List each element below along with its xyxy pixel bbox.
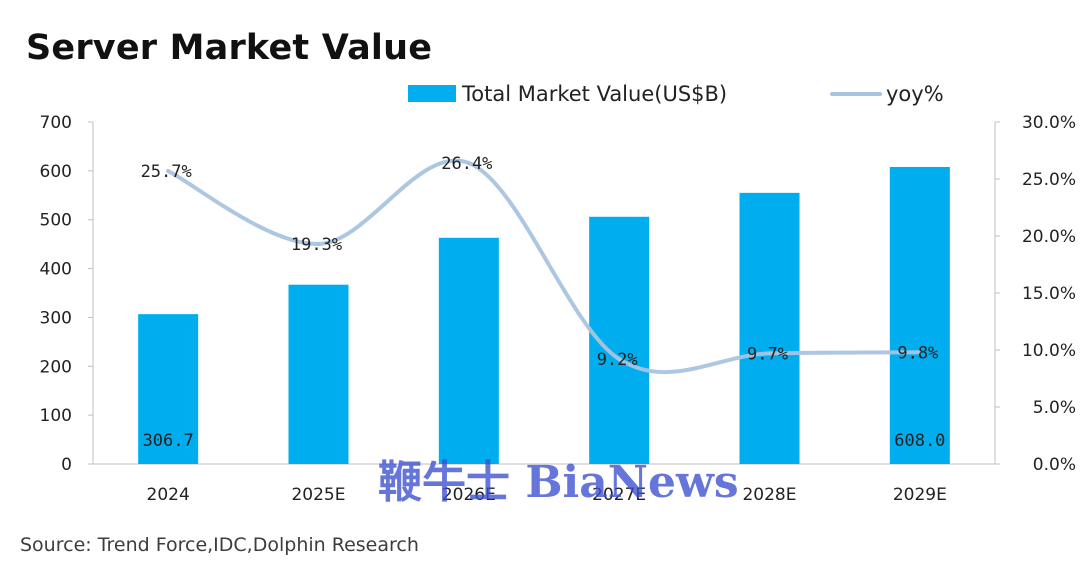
left-axis-tick-label: 600	[40, 162, 72, 182]
data-labels: 306.7 608.0 25.7% 19.3% 26.4% 9.2% 9.7% 9.8%	[141, 154, 946, 451]
x-axis-tick-label: 2027E	[592, 485, 646, 505]
yoy-point	[166, 169, 171, 174]
right-axis-tick-label: 30.0%	[1022, 113, 1076, 133]
bar-data-label: 306.7	[143, 431, 194, 451]
bar-series	[138, 166, 950, 465]
left-axis-tick-label: 200	[40, 357, 72, 377]
right-axis-tick-label: 20.0%	[1022, 227, 1076, 247]
right-axis-tick-label: 0.0%	[1033, 455, 1076, 475]
yoy-data-label: 9.7%	[747, 344, 788, 364]
left-axis-tick-label: 300	[40, 308, 72, 328]
bar-data-label: 608.0	[894, 431, 945, 451]
bar	[138, 314, 199, 464]
x-axis-tick-label: 2024	[147, 485, 190, 505]
yoy-line-series	[166, 158, 922, 375]
yoy-data-label: 9.2%	[597, 350, 638, 370]
yoy-point	[917, 350, 922, 355]
legend-label-line: yoy%	[886, 82, 944, 106]
yoy-point	[767, 351, 772, 356]
right-axis-tick-label: 5.0%	[1033, 398, 1076, 418]
left-axis-tick-label: 100	[40, 406, 72, 426]
x-axis-tick-label: 2029E	[893, 485, 947, 505]
bar	[438, 237, 499, 464]
right-axis-tick-label: 10.0%	[1022, 341, 1076, 361]
left-axis-tick-label: 400	[40, 260, 72, 280]
chart-title: Server Market Value	[26, 28, 433, 68]
x-axis-tick-label: 2025E	[291, 485, 345, 505]
yoy-data-label: 26.4%	[441, 154, 492, 174]
yoy-data-label: 9.8%	[897, 343, 938, 363]
yoy-point	[466, 161, 471, 166]
legend-label-bar: Total Market Value(US$B)	[461, 82, 727, 106]
yoy-data-label: 25.7%	[141, 162, 192, 182]
bar	[739, 192, 800, 465]
source-note: Source: Trend Force,IDC,Dolphin Research	[20, 534, 419, 556]
legend-swatch-bar	[408, 85, 456, 102]
yoy-point	[316, 241, 321, 246]
x-axis-tick-label: 2026E	[442, 485, 496, 505]
axes: 0 100 200 300 400 500 600 700 0.0% 5.0% 10.0% 15.0%…	[40, 113, 1076, 505]
x-axis-tick-label: 2028E	[742, 485, 796, 505]
yoy-data-label: 19.3%	[291, 235, 342, 255]
yoy-line	[166, 158, 922, 375]
legend: Total Market Value(US$B) yoy%	[408, 82, 944, 106]
watermark: 鞭牛士 BiaNews	[378, 457, 739, 508]
bar	[288, 284, 349, 464]
right-axis-tick-label: 25.0%	[1022, 170, 1076, 190]
left-axis-tick-label: 500	[40, 211, 72, 231]
left-axis-tick-label: 0	[61, 455, 72, 475]
bar	[889, 166, 950, 464]
right-axis-tick-label: 15.0%	[1022, 284, 1076, 304]
yoy-point	[617, 357, 622, 362]
left-axis-tick-label: 700	[40, 113, 72, 133]
